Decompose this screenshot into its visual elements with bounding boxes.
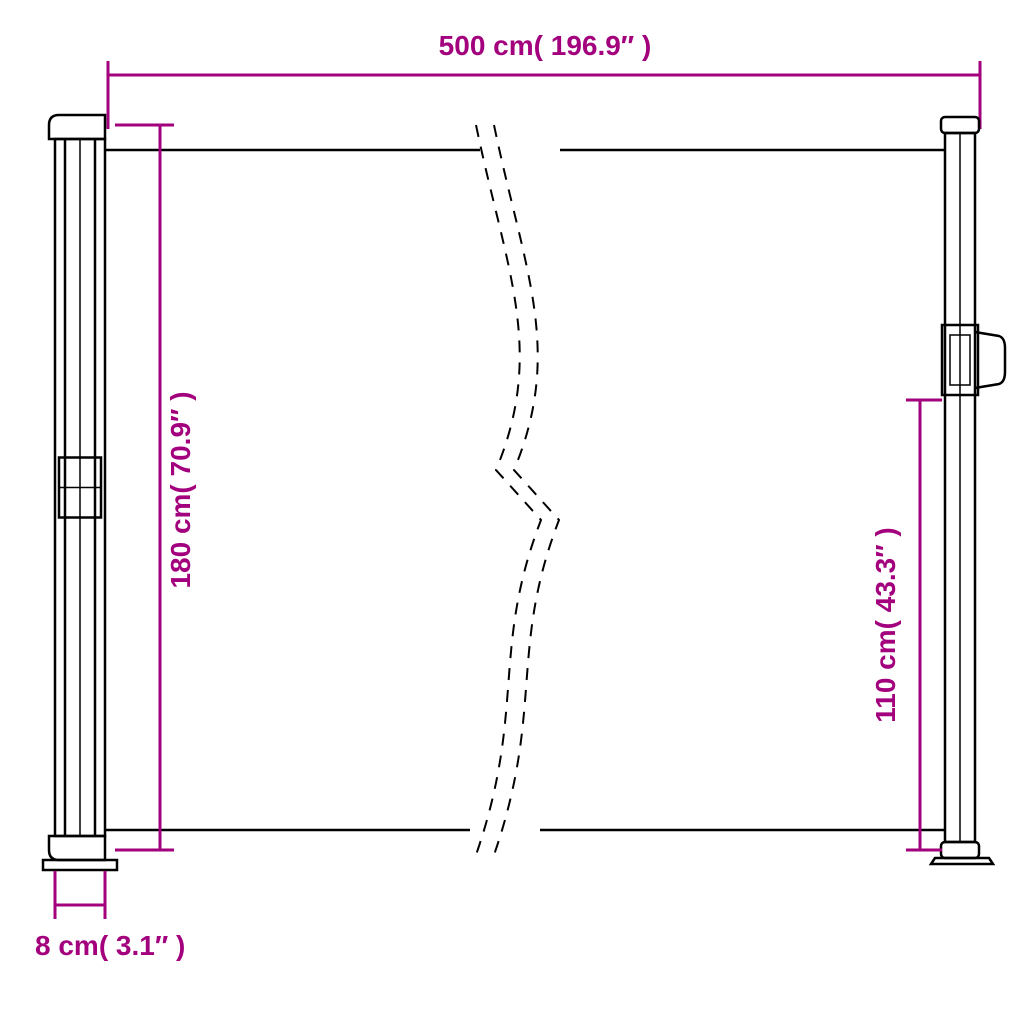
left-cassette xyxy=(43,115,117,870)
right-post xyxy=(931,117,1005,864)
dim-width-label: 500 cm( 196.9″ ) xyxy=(439,30,652,61)
dim-handle-label: 110 cm( 43.3″ ) xyxy=(870,527,901,723)
break-line xyxy=(494,125,559,855)
handle-icon xyxy=(975,332,1005,388)
dim-height-label: 180 cm( 70.9″ ) xyxy=(165,391,196,588)
fabric-panel xyxy=(105,125,945,855)
dim-depth-label: 8 cm( 3.1″ ) xyxy=(35,930,185,961)
